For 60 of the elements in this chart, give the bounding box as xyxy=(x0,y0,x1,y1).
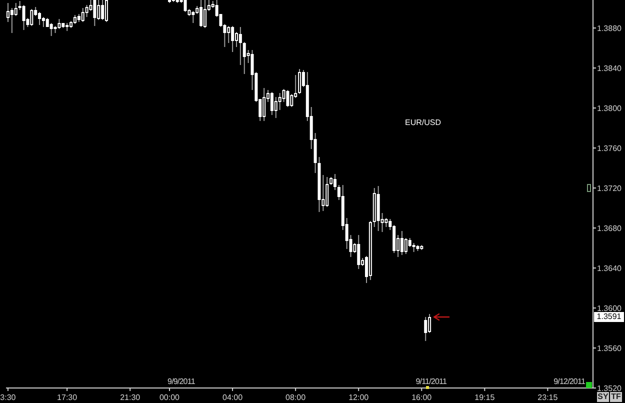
candlestick xyxy=(58,18,61,30)
candlestick xyxy=(238,26,242,66)
y-tick-label: 1.3880 xyxy=(597,24,622,33)
candlestick xyxy=(424,316,428,342)
candlestick xyxy=(326,176,329,208)
y-tick-label: 1.3680 xyxy=(597,224,622,233)
candlestick xyxy=(22,4,26,30)
candlestick xyxy=(10,8,14,34)
candlestick xyxy=(227,26,230,44)
y-tick-label: 1.3800 xyxy=(597,104,622,113)
candlestick xyxy=(428,314,432,334)
annotation: 1.3591 xyxy=(594,312,624,322)
candlestick xyxy=(192,10,195,24)
y-tick-label: 1.3520 xyxy=(597,384,622,393)
y-tick-label: 1.3840 xyxy=(597,64,622,73)
annotation: 9/12/2011 xyxy=(554,377,585,387)
annotation: 9/11/2011 xyxy=(416,377,447,387)
candlestick xyxy=(14,2,18,16)
candlestick xyxy=(231,26,234,52)
x-tick-label: 17:30 xyxy=(57,393,78,402)
x-tick-label: 16:00 xyxy=(412,393,432,402)
button: TF xyxy=(610,392,622,402)
x-tick-label: 19:15 xyxy=(474,393,496,402)
candlestick xyxy=(262,88,266,122)
x-tick-label: 21:30 xyxy=(120,393,141,402)
annotation: 9/9/2011 xyxy=(168,377,195,387)
candlestick xyxy=(184,0,187,12)
candlestick xyxy=(290,94,294,108)
y-tick-label: 1.3560 xyxy=(597,344,622,353)
y-tick-label: 1.3640 xyxy=(597,264,622,273)
candlestick xyxy=(38,12,42,26)
y-tick-label: 1.3760 xyxy=(597,144,622,153)
candlestick xyxy=(404,238,408,254)
candlestick xyxy=(400,230,404,256)
candlestick xyxy=(30,8,34,26)
text: EUR/USD xyxy=(405,118,442,128)
candlestick xyxy=(93,0,96,26)
candlestick xyxy=(50,22,53,36)
y-tick-label: 1.3720 xyxy=(597,184,622,193)
candlestick xyxy=(42,16,45,28)
x-tick-label: 00:00 xyxy=(159,393,180,402)
x-tick-label: 3:30 xyxy=(0,393,16,402)
candlestick xyxy=(6,2,10,22)
candlestick xyxy=(101,0,104,20)
candlestick xyxy=(200,0,203,28)
candlestick xyxy=(278,92,282,110)
candlestick xyxy=(81,8,84,22)
candlestick xyxy=(357,234,360,270)
x-tick-label: 23:15 xyxy=(538,393,558,402)
candlestick xyxy=(286,90,290,108)
button: SY xyxy=(597,392,609,402)
candlestick xyxy=(333,174,336,190)
y-tick-label: 1.3600 xyxy=(597,304,622,313)
candlestick xyxy=(298,68,302,94)
candlestick xyxy=(270,92,274,116)
candlestick xyxy=(274,96,278,118)
x-tick-label: 12:00 xyxy=(348,393,370,402)
x-tick-label: 04:00 xyxy=(222,393,244,402)
candlestick xyxy=(242,42,246,74)
x-tick-label: 08:00 xyxy=(286,393,306,402)
